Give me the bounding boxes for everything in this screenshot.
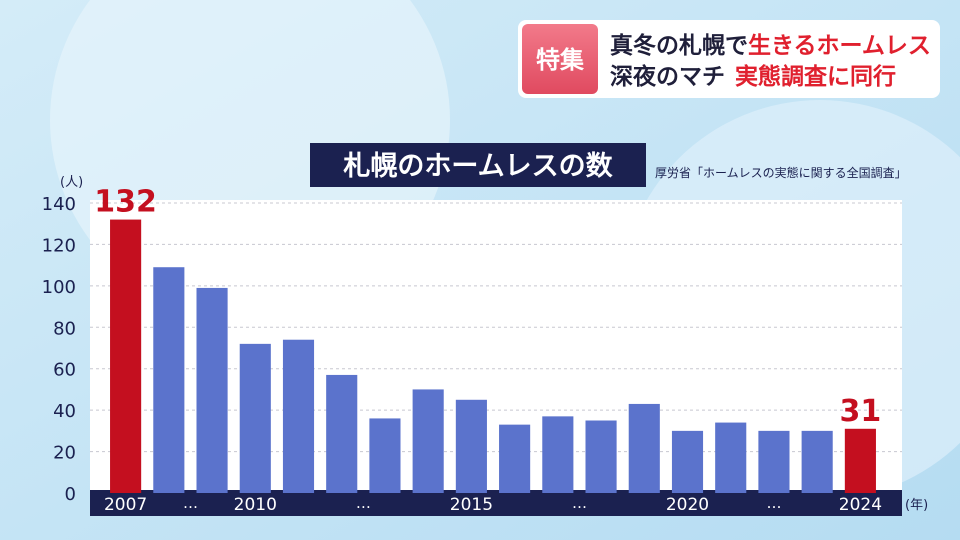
bar — [499, 424, 531, 493]
y-tick-label: 100 — [42, 277, 76, 298]
bar — [671, 430, 704, 493]
y-tick-label: 20 — [53, 443, 76, 464]
x-gap-label: … — [572, 494, 587, 512]
bar — [239, 343, 271, 493]
bar — [542, 416, 574, 493]
title-box — [310, 143, 646, 187]
bar — [628, 403, 660, 493]
header-panel — [518, 20, 940, 98]
x-axis-band — [90, 490, 902, 516]
value-label: 132 — [94, 185, 157, 220]
x-tick-label: 2020 — [666, 495, 709, 515]
x-gap-label: … — [183, 494, 198, 512]
chart-title: 札幌のホームレスの数 — [343, 151, 613, 182]
header-text: 生きるホームレス — [748, 33, 931, 59]
header-text: 深夜のマチ — [610, 63, 725, 90]
bar — [801, 430, 833, 493]
x-tick-label: 2024 — [839, 495, 882, 515]
bar — [282, 339, 315, 493]
bar — [844, 428, 876, 493]
bar — [110, 219, 142, 494]
bar — [758, 430, 790, 493]
y-tick-label: 120 — [42, 235, 76, 256]
y-tick-label: 140 — [42, 194, 76, 215]
bar — [326, 374, 358, 493]
value-label: 31 — [840, 394, 882, 429]
bar — [455, 399, 487, 493]
y-tick-label: 0 — [65, 484, 76, 505]
y-tick-label: 80 — [53, 318, 76, 339]
x-tick-label: 2015 — [450, 495, 493, 515]
bar — [369, 418, 401, 493]
x-gap-label: … — [766, 494, 781, 512]
bar — [153, 267, 185, 493]
bar — [715, 422, 747, 493]
header-text: 実態調査に同行 — [735, 63, 896, 90]
y-tick-label: 40 — [53, 401, 76, 422]
y-tick-label: 60 — [53, 360, 76, 381]
header-text: 真冬の札幌で — [610, 32, 748, 59]
x-tick-label: 2007 — [104, 495, 147, 515]
source: 厚労省「ホームレスの実態に関する全国調査」 — [655, 165, 907, 180]
badge-text: 特集 — [536, 46, 585, 74]
bar — [585, 420, 617, 493]
chart: 0 20 40 60 80 100 120 140 2007 132 2010 2015 2020 202… — [42, 185, 902, 515]
bar — [412, 389, 444, 493]
header: 特集 真冬の札幌で生きるホームレス 深夜のマチ 実態調査に同行 — [518, 20, 940, 98]
x-tick-label: 2010 — [234, 495, 277, 515]
bar — [196, 287, 228, 493]
y-unit: (人) — [60, 175, 83, 190]
x-gap-label: … — [356, 494, 371, 512]
header-line: 深夜のマチ 実態調査に同行 — [610, 63, 896, 90]
x-unit: (年) — [905, 498, 928, 513]
badge — [522, 24, 598, 94]
header-line: 真冬の札幌で生きるホームレス — [610, 32, 931, 59]
